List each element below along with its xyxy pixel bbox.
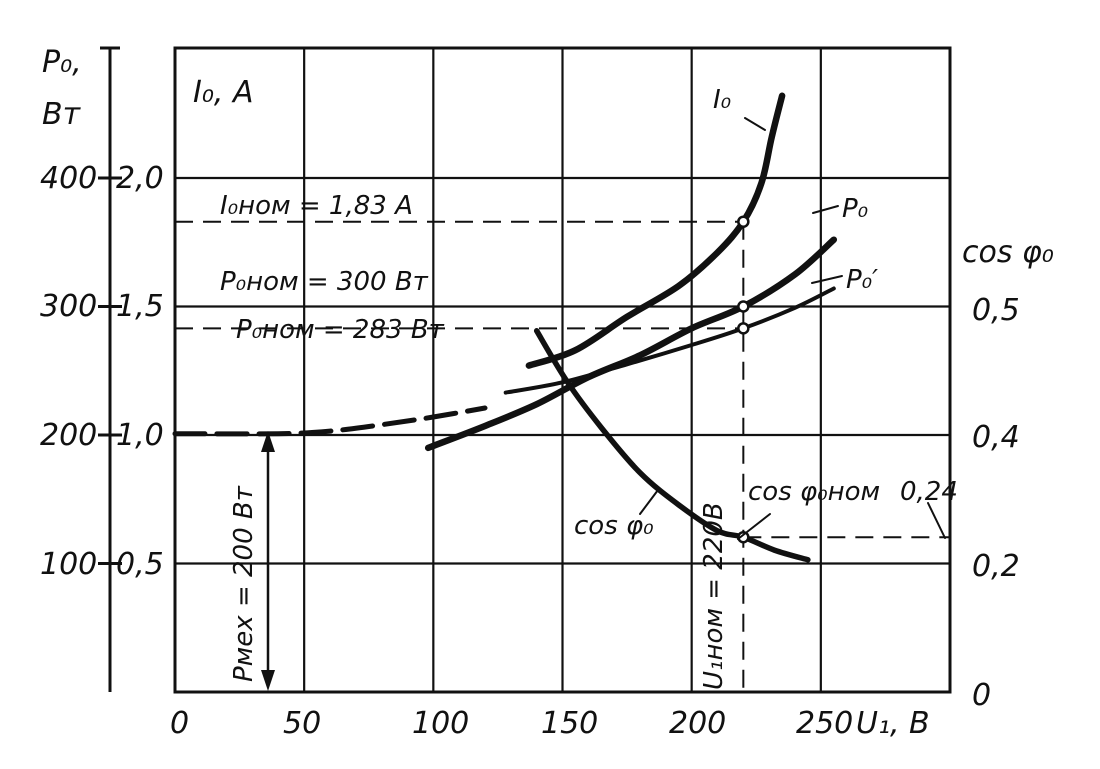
cos-tick-label: 0,5 [972,293,1020,328]
marker-p0 [737,300,750,313]
power-axis-label-line2: Bт [42,97,82,132]
power-axis-label-line1: P₀, [42,45,82,80]
marker-cos [737,530,750,544]
x-tick-label: 250 [796,706,853,741]
x-tick-label: 50 [283,706,321,741]
curves [172,92,838,563]
cos-tick-label: 0 [972,678,991,713]
series-label-p0: P₀ [842,194,869,224]
power-tick-label: 300 [40,289,97,324]
cos-value-annotation: 0,24 [900,477,958,507]
p-mech-arrow-head-top [261,431,275,452]
cos-nominal-annotation: cos φ₀ном [748,477,880,507]
current-tick-label: 1,5 [116,289,164,324]
series-label-cos: cos φ₀ [574,511,654,541]
x-axis-label: U₁, B [856,706,930,741]
series-label-i0: I₀ [713,85,732,115]
x-tick-label: 0 [170,706,189,741]
current-tick-label: 1,0 [116,418,164,453]
leader-p0 [812,205,839,214]
current-tick-label: 0,5 [116,547,164,582]
leader-i0 [744,117,766,131]
series-line-4 [533,328,811,563]
leader-cos-value [927,502,946,539]
reference-lines [175,220,950,692]
cos-tick-label: 0,4 [972,420,1020,455]
p0-prime-nominal-annotation: P₀ном = 283 Bт [236,315,445,345]
current-axis-label: I₀, A [193,75,253,110]
power-tick-label: 100 [40,547,97,582]
i0-nominal-annotation: I₀ном = 1,83 A [220,191,413,221]
cos-tick-label: 0,2 [972,549,1020,584]
leader-p0-prime [811,275,843,284]
current-tick-label: 2,0 [116,161,164,196]
plot-grid [98,46,952,694]
series-line-1 [424,236,838,452]
series-line-0 [525,92,786,369]
x-tick-label: 100 [412,706,469,741]
u-nominal-annotation: U₁ном = 220B [699,502,729,690]
series-label-p0-prime: P₀′ [846,265,878,295]
series-line-2 [503,286,836,395]
power-tick-label: 400 [40,161,97,196]
marker-i0 [737,215,750,228]
markers [737,215,750,544]
power-tick-label: 200 [40,418,97,453]
x-tick-label: 200 [669,706,726,741]
p0-nominal-annotation: P₀ном = 300 Bт [220,267,429,297]
cos-axis-label: cos φ₀ [962,235,1054,270]
x-tick-label: 150 [541,706,598,741]
leader-cos-nominal [737,513,771,540]
series-line-3 [172,405,488,437]
leader-cos [639,489,659,515]
p-mech-arrow-head-bottom [261,670,275,691]
marker-p0-prime [737,322,750,335]
p-mech-annotation: Pмех = 200 Bт [229,485,259,682]
